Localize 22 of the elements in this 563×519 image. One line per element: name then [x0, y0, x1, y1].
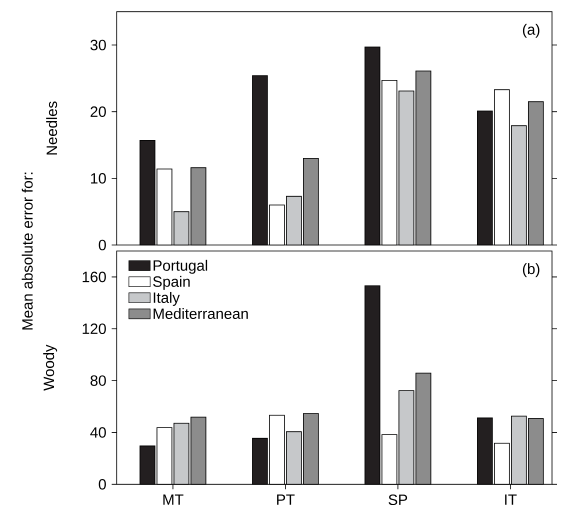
y-tick-label: 10	[91, 173, 106, 184]
annotation: (a)	[522, 24, 540, 38]
y-tick-label: 40	[90, 427, 106, 438]
y-tick-label: 120	[82, 323, 106, 334]
x-tick-label: SP	[388, 494, 408, 506]
x-tick-label: PT	[277, 494, 295, 505]
y-axis-title: Needles	[46, 101, 58, 155]
x-tick-label: IT	[505, 494, 517, 505]
x-tick-label: MT	[163, 494, 184, 505]
y-tick-label: 80	[90, 375, 106, 386]
legend-label: Spain	[153, 276, 190, 290]
y-tick-label: 0	[98, 479, 106, 490]
legend-label: Portugal	[154, 260, 208, 274]
text: Mean absolute error for:	[22, 172, 33, 330]
y-axis-title: Woody	[43, 344, 58, 391]
legend-label: Mediterranean	[154, 308, 248, 319]
y-tick-label: 30	[90, 40, 106, 50]
annotation: (b)	[522, 263, 540, 278]
y-tick-label: 20	[90, 106, 106, 117]
y-tick-label: 160	[82, 272, 106, 282]
legend-label: Italy	[154, 292, 180, 306]
y-tick-label: 0	[98, 240, 106, 250]
